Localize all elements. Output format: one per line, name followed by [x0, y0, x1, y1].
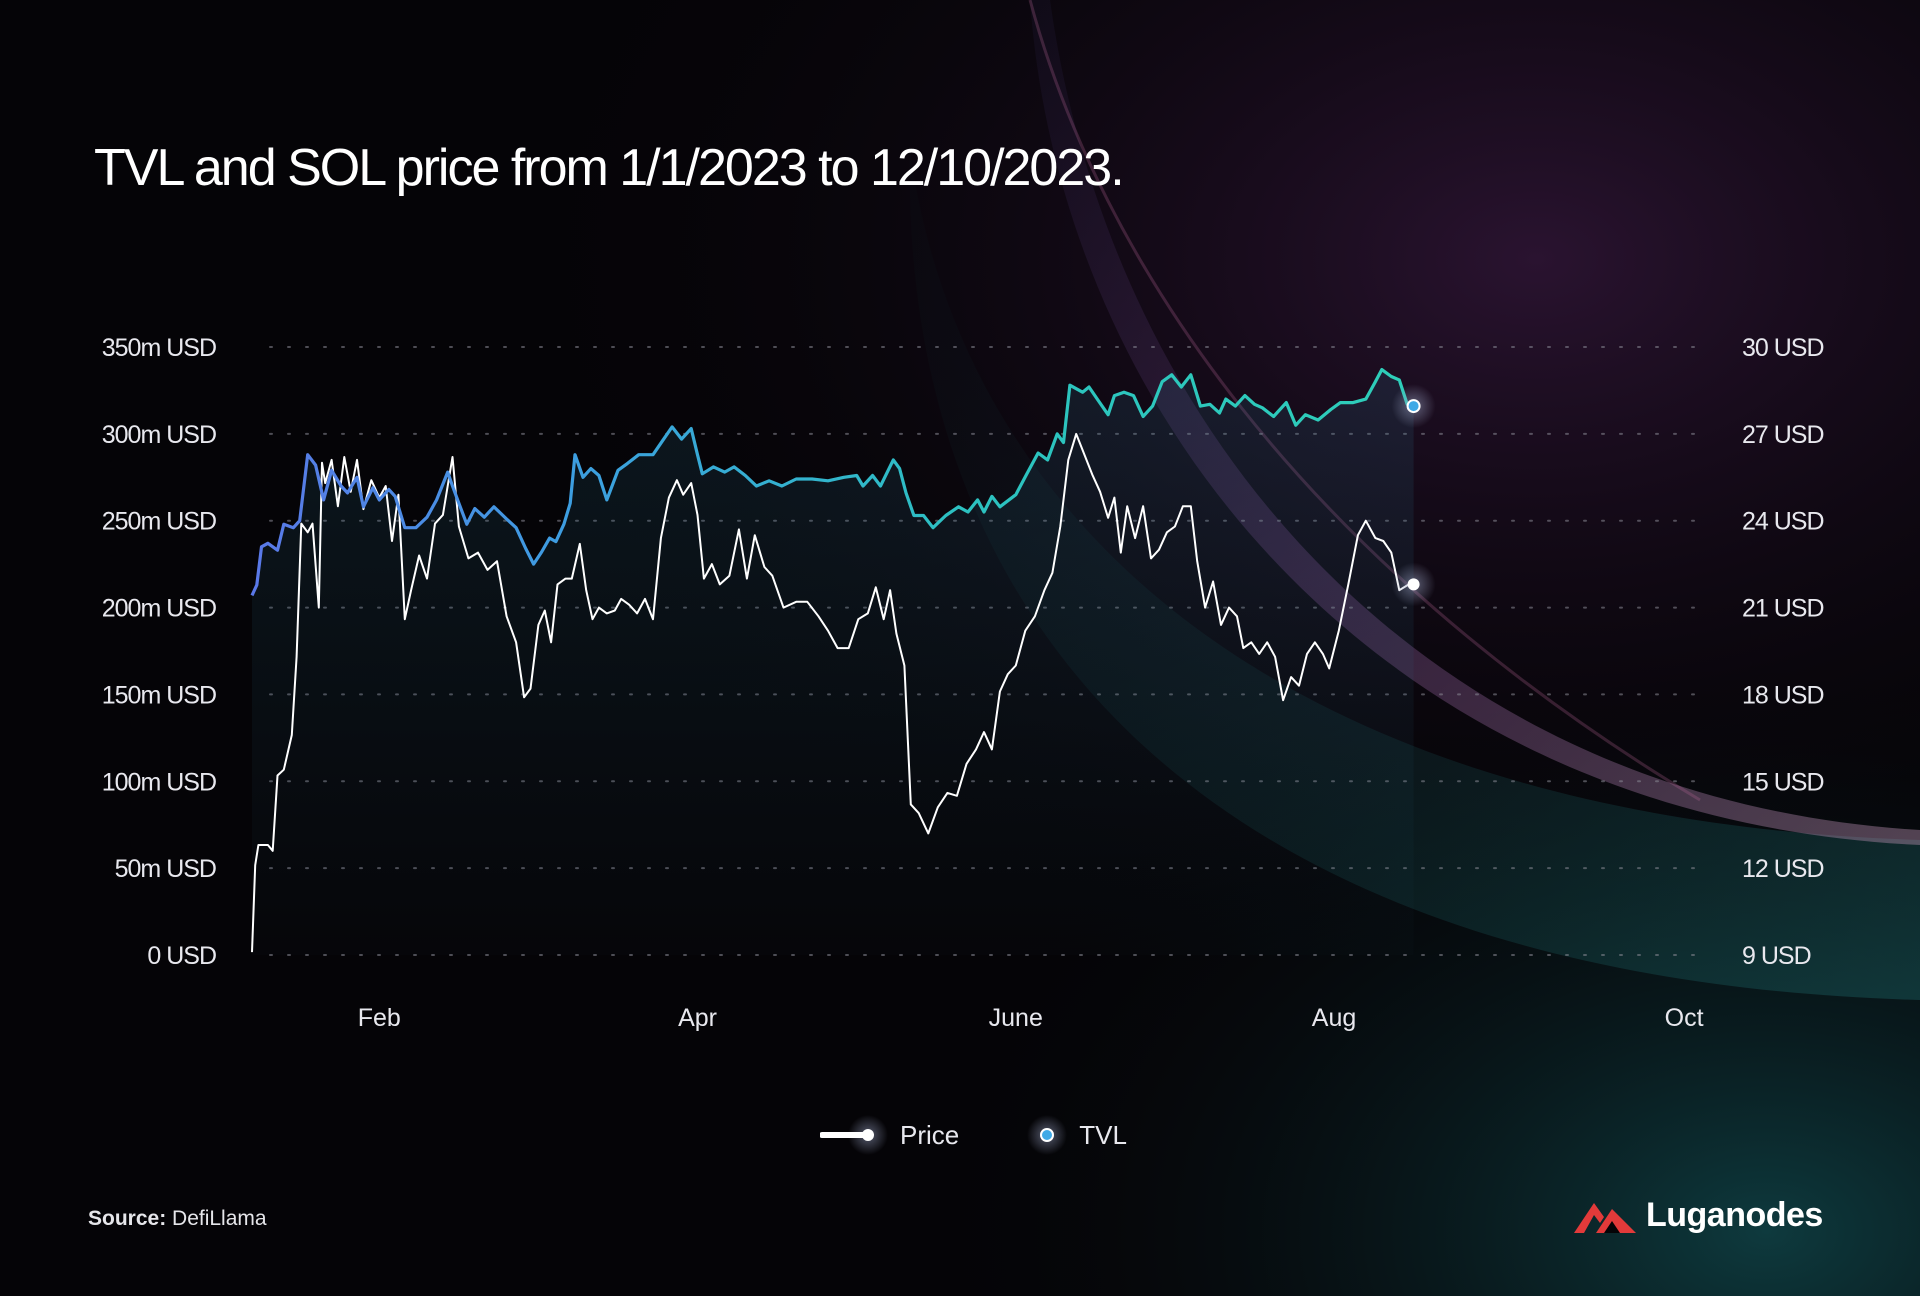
y-left-tick-label: 0 USD [147, 942, 216, 970]
y-left-tick-label: 50m USD [115, 855, 216, 883]
price-legend-icon [820, 1115, 888, 1155]
y-right-tick-label: 9 USD [1742, 942, 1811, 970]
x-tick-label: Oct [1665, 1004, 1704, 1032]
y-left-tick-label: 150m USD [102, 681, 216, 709]
y-right-tick-label: 27 USD [1742, 421, 1824, 449]
legend-label-price: Price [900, 1119, 960, 1150]
tvl-area-fill [252, 369, 1414, 956]
source-value: DefiLlama [172, 1207, 267, 1230]
source-label: Source: [88, 1207, 167, 1230]
tvl-series-line [250, 368, 1415, 597]
x-tick-label: Aug [1312, 1004, 1356, 1032]
legend-item-price[interactable]: Price [820, 1113, 959, 1157]
y-left-tick-label: 100m USD [102, 768, 216, 796]
y-axis-right: 9 USD 12 USD 15 USD 18 USD 21 USD 24 USD 27 US… [1742, 334, 1825, 970]
legend-item-tvl[interactable]: TVL [999, 1113, 1127, 1157]
price-series-line [251, 432, 1414, 953]
tvl-end-marker [1406, 399, 1421, 414]
y-left-tick-label: 300m USD [102, 421, 216, 449]
y-right-tick-label: 12 USD [1742, 855, 1824, 883]
y-left-tick-label: 350m USD [102, 334, 216, 362]
tvl-legend-icon [999, 1115, 1068, 1155]
y-right-tick-label: 30 USD [1742, 334, 1824, 362]
x-tick-label: Apr [678, 1004, 717, 1032]
x-axis: Feb Apr June Aug Oct [358, 1004, 1704, 1032]
brand-logo: Luganodes [1574, 1196, 1823, 1235]
mountain-logo-icon [1574, 1202, 1636, 1233]
y-left-tick-label: 250m USD [102, 508, 216, 536]
price-end-marker [1407, 578, 1420, 591]
y-left-tick-label: 200m USD [102, 595, 216, 623]
y-right-tick-label: 15 USD [1742, 768, 1824, 796]
legend-label-tvl: TVL [1079, 1119, 1127, 1150]
source-note: Source: DefiLlama [88, 1207, 267, 1231]
chart-title: TVL and SOL price from 1/1/2023 to 12/10… [94, 139, 1125, 197]
legend: Price TVL [820, 1110, 1167, 1160]
end-markers [1391, 384, 1436, 607]
y-right-tick-label: 18 USD [1742, 681, 1824, 709]
y-right-tick-label: 21 USD [1742, 595, 1824, 623]
x-tick-label: Feb [358, 1004, 401, 1032]
y-right-tick-label: 24 USD [1742, 508, 1824, 536]
x-tick-label: June [989, 1004, 1043, 1032]
y-axis-left: 0 USD 50m USD 100m USD 150m USD 200m USD 250m… [102, 334, 217, 970]
brand-name: Luganodes [1646, 1196, 1823, 1234]
